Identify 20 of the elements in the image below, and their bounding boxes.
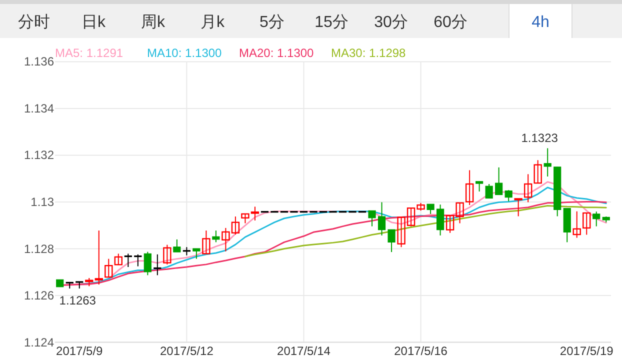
tabs: 分时 日k 周k 月k 5分 15分 30分 60分 4h (18, 4, 572, 39)
x-tick-label: 2017/5/19 (560, 344, 614, 358)
y-tick-label: 1.132 (24, 148, 54, 162)
text: MA10: 1.1300 (147, 46, 222, 60)
x-tick-label: 2017/5/14 (277, 344, 331, 358)
x-tick-label: 2017/5/9 (56, 344, 104, 358)
y-tick-label: 1.128 (24, 242, 54, 256)
annotation: 1.1323 (521, 131, 558, 146)
x-tick-label: 2017/5/16 (394, 344, 448, 358)
y-tick-label: 1.124 (24, 335, 54, 350)
x-tick-label: 2017/5/12 (160, 344, 214, 358)
y-tick-label: 1.134 (24, 101, 54, 116)
text: MA5: 1.1291 (55, 46, 124, 60)
text: MA20: 1.1300 (239, 46, 314, 60)
text: MA30: 1.1298 (331, 46, 406, 60)
line-series (244, 204, 607, 258)
y-tick-label: 1.13 (30, 195, 54, 209)
y-tick-label: 1.136 (24, 54, 54, 69)
annotation: 1.1263 (59, 294, 96, 308)
y-tick-label: 1.126 (24, 288, 54, 303)
